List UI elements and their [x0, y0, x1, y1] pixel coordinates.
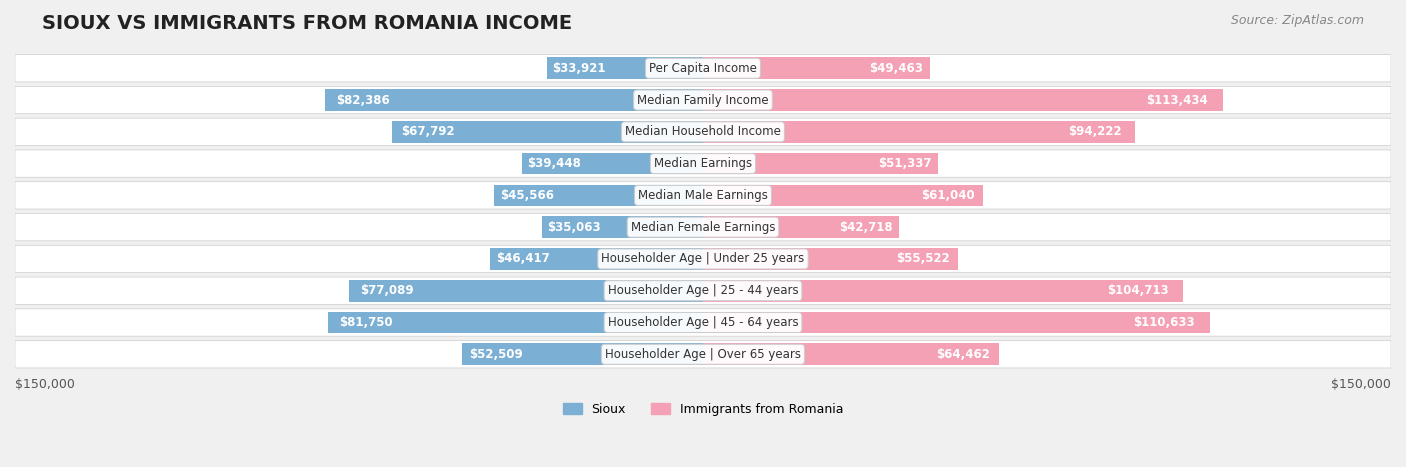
Text: $82,386: $82,386: [336, 93, 391, 106]
Bar: [703, 248, 957, 270]
Bar: [491, 248, 703, 270]
Bar: [328, 311, 703, 333]
Bar: [703, 89, 1223, 111]
Bar: [547, 57, 703, 79]
Text: Median Household Income: Median Household Income: [626, 125, 780, 138]
Bar: [543, 216, 703, 238]
Text: Median Earnings: Median Earnings: [654, 157, 752, 170]
Text: $49,463: $49,463: [869, 62, 924, 75]
FancyBboxPatch shape: [15, 213, 1391, 241]
FancyBboxPatch shape: [15, 340, 1391, 368]
Text: $42,718: $42,718: [839, 221, 893, 234]
Text: $45,566: $45,566: [501, 189, 554, 202]
Bar: [325, 89, 703, 111]
Bar: [703, 280, 1184, 302]
Text: Per Capita Income: Per Capita Income: [650, 62, 756, 75]
Text: SIOUX VS IMMIGRANTS FROM ROMANIA INCOME: SIOUX VS IMMIGRANTS FROM ROMANIA INCOME: [42, 14, 572, 33]
Text: Householder Age | 25 - 44 years: Householder Age | 25 - 44 years: [607, 284, 799, 297]
Bar: [392, 121, 703, 142]
Bar: [703, 184, 983, 206]
Bar: [703, 216, 898, 238]
Text: Median Male Earnings: Median Male Earnings: [638, 189, 768, 202]
Bar: [703, 57, 929, 79]
Text: $51,337: $51,337: [877, 157, 931, 170]
Bar: [703, 121, 1135, 142]
Text: $110,633: $110,633: [1133, 316, 1195, 329]
Text: $104,713: $104,713: [1108, 284, 1168, 297]
Text: $81,750: $81,750: [339, 316, 392, 329]
Text: $39,448: $39,448: [527, 157, 581, 170]
Text: $64,462: $64,462: [936, 348, 990, 361]
Legend: Sioux, Immigrants from Romania: Sioux, Immigrants from Romania: [558, 398, 848, 421]
FancyBboxPatch shape: [15, 150, 1391, 177]
Text: $150,000: $150,000: [15, 378, 75, 391]
FancyBboxPatch shape: [15, 86, 1391, 113]
FancyBboxPatch shape: [15, 277, 1391, 304]
Bar: [494, 184, 703, 206]
FancyBboxPatch shape: [15, 55, 1391, 82]
Bar: [703, 153, 938, 174]
Text: $67,792: $67,792: [401, 125, 456, 138]
Text: $33,921: $33,921: [553, 62, 606, 75]
Bar: [703, 311, 1211, 333]
Bar: [703, 343, 998, 365]
FancyBboxPatch shape: [15, 118, 1391, 146]
Text: $55,522: $55,522: [896, 253, 950, 265]
Text: Median Female Earnings: Median Female Earnings: [631, 221, 775, 234]
FancyBboxPatch shape: [15, 309, 1391, 336]
Text: $61,040: $61,040: [921, 189, 974, 202]
Text: $52,509: $52,509: [470, 348, 523, 361]
FancyBboxPatch shape: [15, 182, 1391, 209]
Text: $46,417: $46,417: [496, 253, 550, 265]
Text: $150,000: $150,000: [1331, 378, 1391, 391]
Text: Median Family Income: Median Family Income: [637, 93, 769, 106]
Text: $94,222: $94,222: [1069, 125, 1122, 138]
Bar: [522, 153, 703, 174]
Text: $113,434: $113,434: [1146, 93, 1208, 106]
Text: Source: ZipAtlas.com: Source: ZipAtlas.com: [1230, 14, 1364, 27]
Bar: [350, 280, 703, 302]
Text: Householder Age | Over 65 years: Householder Age | Over 65 years: [605, 348, 801, 361]
Text: Householder Age | Under 25 years: Householder Age | Under 25 years: [602, 253, 804, 265]
Text: $77,089: $77,089: [360, 284, 413, 297]
Text: Householder Age | 45 - 64 years: Householder Age | 45 - 64 years: [607, 316, 799, 329]
Bar: [463, 343, 703, 365]
FancyBboxPatch shape: [15, 245, 1391, 273]
Text: $35,063: $35,063: [547, 221, 600, 234]
